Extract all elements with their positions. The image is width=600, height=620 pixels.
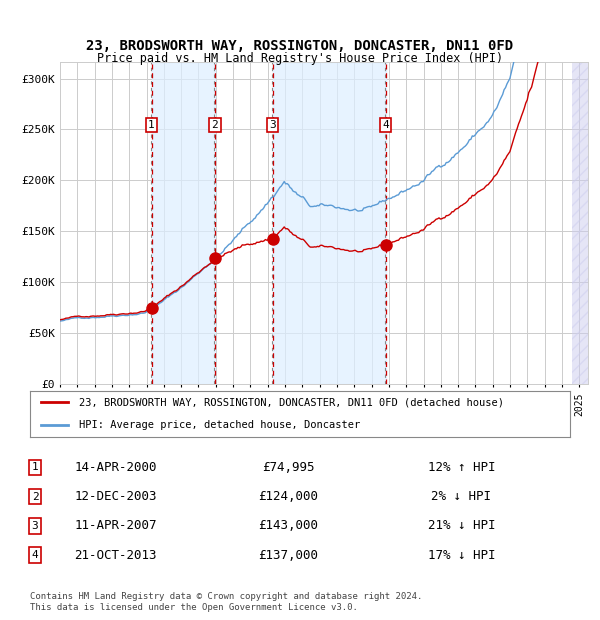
Bar — [152, 62, 215, 384]
Text: 3: 3 — [269, 120, 276, 130]
Text: 14-APR-2000: 14-APR-2000 — [74, 461, 157, 474]
Text: 2% ↓ HPI: 2% ↓ HPI — [431, 490, 491, 503]
Text: 21% ↓ HPI: 21% ↓ HPI — [428, 520, 495, 533]
Text: Contains HM Land Registry data © Crown copyright and database right 2024.
This d: Contains HM Land Registry data © Crown c… — [30, 592, 422, 611]
Text: £124,000: £124,000 — [259, 490, 319, 503]
Text: £137,000: £137,000 — [259, 549, 319, 562]
Text: 12-DEC-2003: 12-DEC-2003 — [74, 490, 157, 503]
Text: 23, BRODSWORTH WAY, ROSSINGTON, DONCASTER, DN11 0FD (detached house): 23, BRODSWORTH WAY, ROSSINGTON, DONCASTE… — [79, 397, 503, 407]
Text: 17% ↓ HPI: 17% ↓ HPI — [428, 549, 495, 562]
Bar — [272, 62, 386, 384]
Text: 2: 2 — [212, 120, 218, 130]
Text: 2: 2 — [32, 492, 38, 502]
Text: 12% ↑ HPI: 12% ↑ HPI — [428, 461, 495, 474]
Text: Price paid vs. HM Land Registry's House Price Index (HPI): Price paid vs. HM Land Registry's House … — [97, 53, 503, 65]
Text: 21-OCT-2013: 21-OCT-2013 — [74, 549, 157, 562]
Text: 3: 3 — [32, 521, 38, 531]
Text: 1: 1 — [148, 120, 155, 130]
Text: £143,000: £143,000 — [259, 520, 319, 533]
Text: £74,995: £74,995 — [262, 461, 315, 474]
Text: 4: 4 — [32, 551, 38, 560]
Text: 1: 1 — [32, 463, 38, 472]
Bar — [572, 62, 588, 384]
Text: 4: 4 — [382, 120, 389, 130]
Text: 23, BRODSWORTH WAY, ROSSINGTON, DONCASTER, DN11 0FD: 23, BRODSWORTH WAY, ROSSINGTON, DONCASTE… — [86, 40, 514, 53]
Text: HPI: Average price, detached house, Doncaster: HPI: Average price, detached house, Donc… — [79, 420, 360, 430]
Text: 11-APR-2007: 11-APR-2007 — [74, 520, 157, 533]
